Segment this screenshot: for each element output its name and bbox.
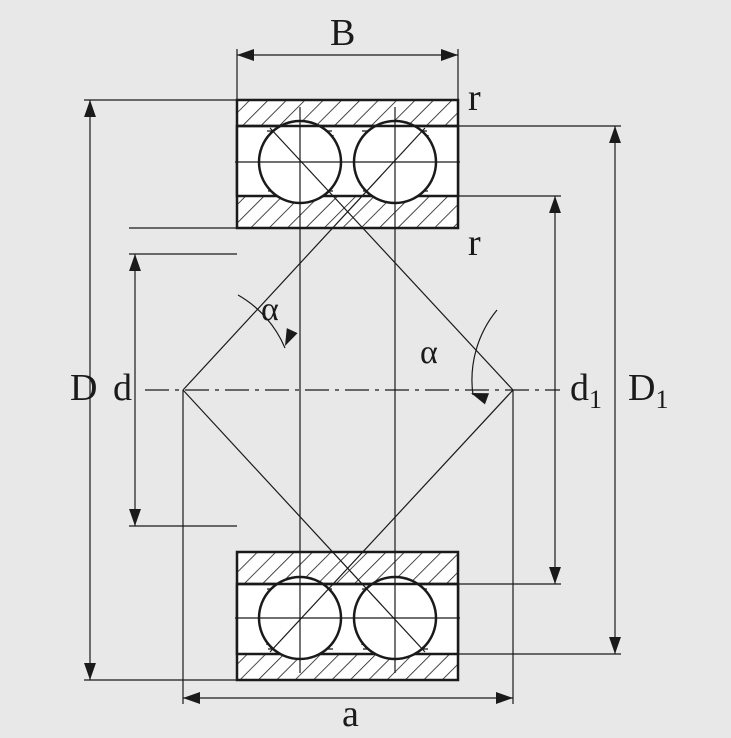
label-B: B: [330, 12, 355, 54]
label-r-inner: r: [468, 222, 481, 264]
label-r-outer: r: [468, 77, 481, 119]
label-a: a: [342, 693, 359, 735]
label-d: d: [113, 367, 132, 409]
label-D: D: [70, 367, 97, 409]
label-alpha-left: α: [261, 291, 279, 328]
label-alpha-right: α: [420, 334, 438, 371]
bearing-diagram: BrrDdd1D1aαα: [0, 0, 731, 738]
